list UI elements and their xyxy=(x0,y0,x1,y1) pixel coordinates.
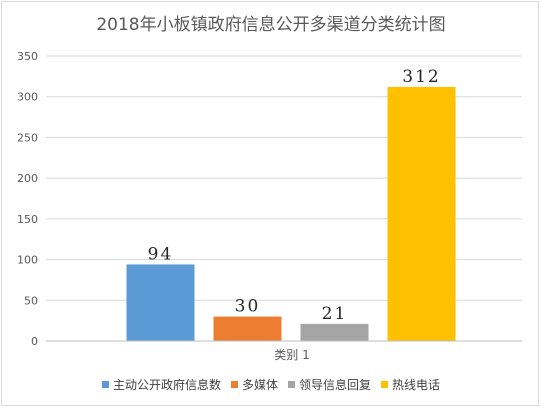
bar xyxy=(300,323,369,341)
legend-label: 主动公开政府信息数 xyxy=(112,378,221,392)
y-tick-label: 50 xyxy=(24,294,38,307)
data-label: 30 xyxy=(235,297,261,317)
data-labels: 94 30 21 312 xyxy=(148,67,440,324)
legend-item: 热线电话 xyxy=(381,376,440,393)
legend-swatch xyxy=(288,381,295,388)
legend-item: 领导信息回复 xyxy=(288,376,371,393)
legend-label: 热线电话 xyxy=(392,378,441,392)
y-tick-label: 0 xyxy=(31,335,38,348)
y-tick-label: 300 xyxy=(17,91,38,104)
legend-swatch xyxy=(230,381,238,388)
x-tick-label: 类别 1 xyxy=(274,348,309,362)
legend-swatch xyxy=(101,381,109,388)
bar xyxy=(213,316,282,341)
y-tick-label: 350 xyxy=(17,50,38,63)
legend: 主动公开政府信息数 多媒体 领导信息回复 热线电话 xyxy=(0,376,542,393)
legend-item: 多媒体 xyxy=(230,376,278,393)
data-label: 21 xyxy=(322,304,348,324)
legend-label: 多媒体 xyxy=(241,378,278,392)
bar xyxy=(126,264,195,341)
y-tick-label: 150 xyxy=(17,213,38,226)
bar xyxy=(387,86,456,341)
y-tick-label: 100 xyxy=(17,254,38,267)
chart-title: 2018年小板镇政府信息公开多渠道分类统计图 xyxy=(96,15,446,35)
y-axis-ticks: 0 50 100 150 200 250 300 350 xyxy=(17,50,38,348)
data-label: 94 xyxy=(148,244,174,264)
legend-swatch xyxy=(381,381,389,388)
y-tick-label: 200 xyxy=(17,172,38,185)
data-label: 312 xyxy=(402,67,440,87)
legend-label: 领导信息回复 xyxy=(299,378,372,392)
x-axis: 类别 1 xyxy=(46,340,522,362)
bars xyxy=(126,86,456,341)
legend-item: 主动公开政府信息数 xyxy=(101,376,221,393)
y-tick-label: 250 xyxy=(17,131,38,144)
